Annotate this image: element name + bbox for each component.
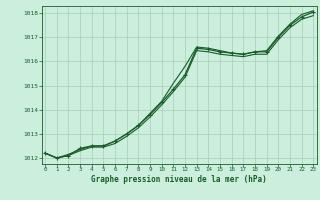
X-axis label: Graphe pression niveau de la mer (hPa): Graphe pression niveau de la mer (hPa) — [91, 175, 267, 184]
